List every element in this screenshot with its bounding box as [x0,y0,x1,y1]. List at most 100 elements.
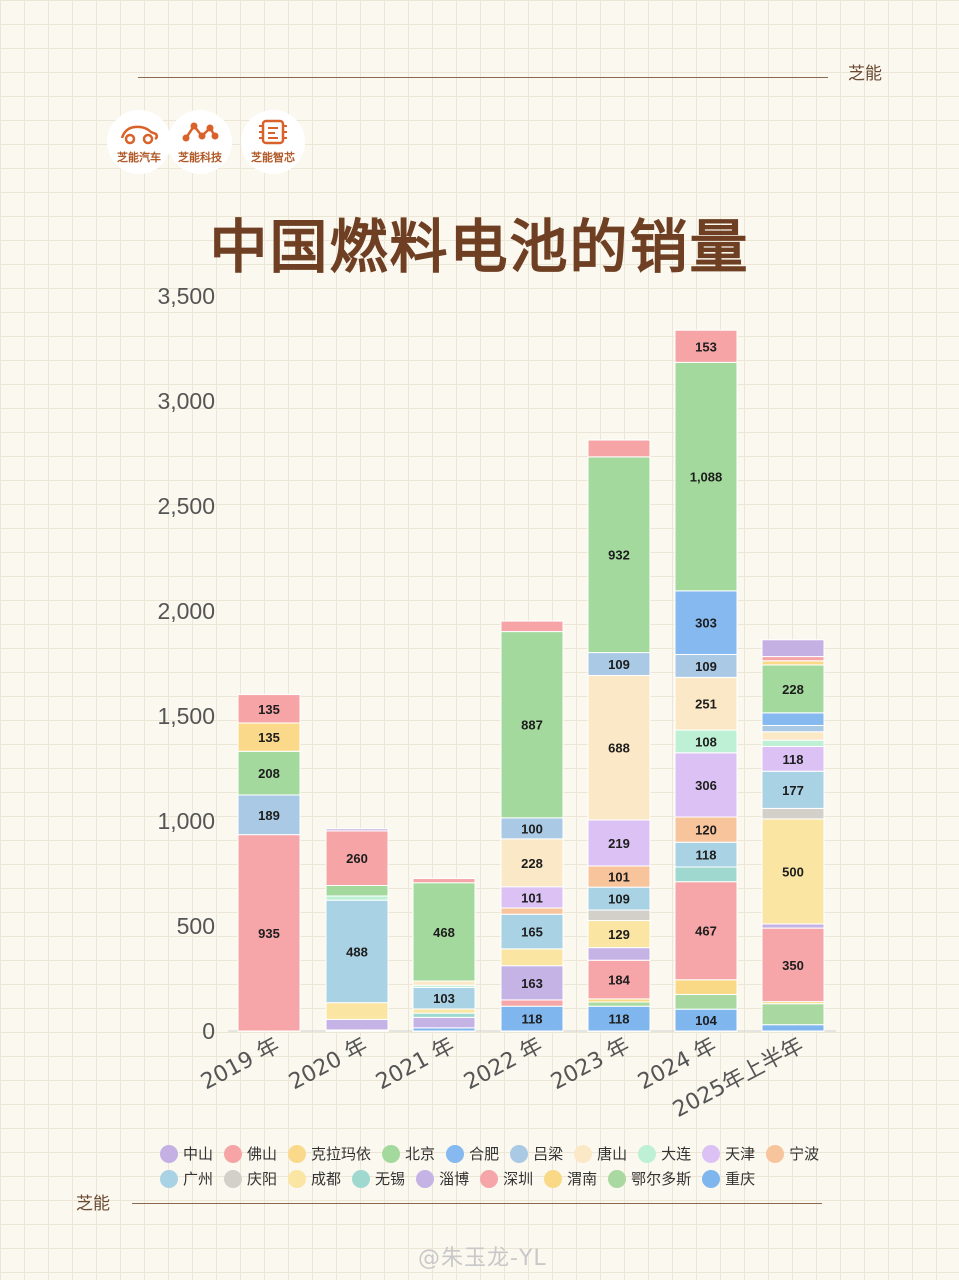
bar-segment [325,1018,389,1031]
bar-segment [587,947,651,961]
bar-segment [237,750,301,796]
bar-segment [412,878,476,884]
bar-segment [587,1001,651,1007]
bar-segment [761,807,825,820]
legend-item: 渭南 [544,1168,597,1189]
bar-segment [237,834,301,1032]
legend-label: 佛山 [247,1145,278,1163]
data-label: 488 [346,944,368,959]
legend-label: 广州 [183,1170,214,1188]
bar-segment [761,1024,825,1032]
legend-item: 佛山 [224,1143,277,1164]
legend-swatch [416,1169,435,1188]
legend-item: 天津 [702,1143,755,1164]
chip-icon [259,119,287,145]
bar-segment [761,656,825,662]
bar-segment [500,1005,564,1032]
legend-item: 深圳 [480,1168,533,1189]
legend-swatch [480,1169,499,1188]
data-label: 688 [608,741,630,756]
bar-segment [674,676,738,731]
logo-caption: 芝能智芯 [251,151,295,164]
bar-segment [674,979,738,995]
legend-label: 渭南 [567,1170,598,1188]
x-tick-label: 2020 年 [285,1033,372,1095]
data-label: 184 [608,973,630,988]
bar-segment [674,590,738,655]
bar-segment [412,1016,476,1029]
bar-segment [500,948,564,967]
legend-item: 中山 [160,1143,213,1164]
y-tick-label: 0 [202,1018,215,1044]
data-label: 109 [608,892,630,907]
bar-segment [587,920,651,949]
data-label: 163 [521,976,543,991]
legend-swatch [382,1144,401,1163]
bar-segment [412,1012,476,1018]
bar-segment [587,909,651,922]
bar-segment [761,770,825,809]
data-label: 932 [608,548,630,563]
x-tick-label: 2023 年 [547,1033,634,1095]
legend-swatch [160,1169,178,1188]
legend-item: 克拉玛依 [288,1143,371,1164]
logo-tech: 芝能科技 [168,110,232,174]
data-label: 103 [433,991,455,1006]
legend-item: 大连 [638,1143,691,1164]
brand-label-top: 芝能 [848,64,882,84]
car-icon [120,125,159,145]
bar-segment [412,980,476,986]
bar-segment [761,712,825,726]
legend-item: 广州 [160,1168,213,1189]
top-divider [138,77,828,78]
bar-segment [761,660,825,666]
data-label: 208 [258,766,280,781]
data-label: 251 [695,697,717,712]
data-label: 935 [258,926,280,941]
data-label: 887 [521,718,543,733]
data-label: 118 [783,752,804,767]
bar-segment [325,884,389,897]
data-label: 350 [782,958,804,973]
bar-segment [674,866,738,883]
legend-label: 成都 [311,1170,342,1188]
legend-swatch [702,1169,721,1188]
legend-label: 克拉玛依 [311,1145,372,1163]
bar-segment [674,329,738,363]
bar-segment [500,999,564,1007]
legend-item: 淄博 [416,1168,469,1189]
legend-swatch [224,1144,243,1163]
bar-segment [325,830,389,886]
data-label: 135 [258,730,280,745]
bar-segment [761,639,825,658]
y-tick-label: 3,500 [157,283,215,309]
legend-swatch [288,1169,307,1188]
bar-segment [412,1008,476,1014]
data-label: 101 [521,890,543,905]
legend-row: 广州 庆阳 成都 无锡 淄博 深圳 渭南 鄂尔多斯 重庆 [160,1166,840,1191]
bar-segment [674,993,738,1010]
bar-segment [674,752,738,818]
legend-label: 中山 [183,1145,214,1163]
legend-item: 成都 [288,1168,341,1189]
data-label: 260 [346,851,368,866]
data-label: 109 [608,657,630,672]
data-label: 177 [782,783,804,798]
legend-swatch [510,1144,529,1163]
y-tick-label: 1,000 [157,808,215,834]
legend-item: 吕梁 [510,1143,563,1164]
bar-segment [761,664,825,714]
data-label: 219 [608,836,630,851]
data-label: 101 [608,870,630,885]
legend-label: 鄂尔多斯 [631,1170,692,1188]
bar-segment [325,895,389,901]
data-label: 129 [608,927,630,942]
legend-swatch [224,1169,243,1188]
data-label: 1,088 [690,470,723,485]
bar-segment [237,794,301,836]
bar-segment [761,818,825,925]
brand-label-bottom: 芝能 [76,1194,110,1214]
legend-item: 北京 [382,1143,435,1164]
y-tick-label: 500 [177,913,215,939]
legend-swatch [544,1169,563,1188]
